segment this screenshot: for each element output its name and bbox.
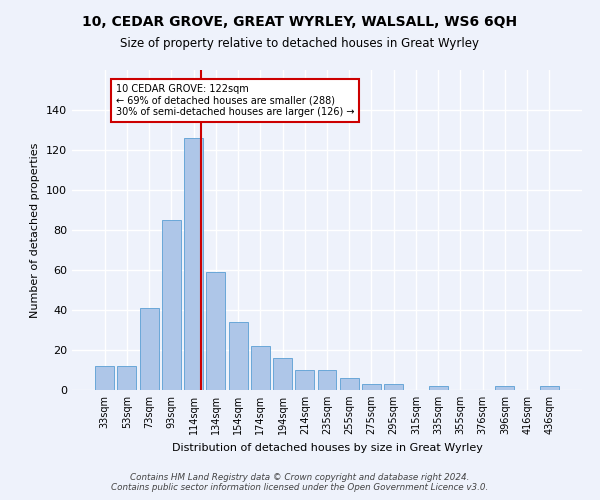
Bar bbox=[229, 322, 248, 390]
Bar bbox=[384, 384, 403, 390]
Bar bbox=[362, 384, 381, 390]
Bar bbox=[340, 378, 359, 390]
Bar bbox=[496, 386, 514, 390]
Bar bbox=[273, 358, 292, 390]
Bar bbox=[184, 138, 203, 390]
Bar bbox=[140, 308, 158, 390]
Bar bbox=[206, 272, 225, 390]
Bar bbox=[162, 220, 181, 390]
Bar bbox=[540, 386, 559, 390]
Bar bbox=[95, 366, 114, 390]
Text: Size of property relative to detached houses in Great Wyrley: Size of property relative to detached ho… bbox=[121, 38, 479, 51]
Bar bbox=[317, 370, 337, 390]
Bar bbox=[429, 386, 448, 390]
Y-axis label: Number of detached properties: Number of detached properties bbox=[31, 142, 40, 318]
Text: 10 CEDAR GROVE: 122sqm
← 69% of detached houses are smaller (288)
30% of semi-de: 10 CEDAR GROVE: 122sqm ← 69% of detached… bbox=[116, 84, 354, 117]
Text: Contains HM Land Registry data © Crown copyright and database right 2024.
Contai: Contains HM Land Registry data © Crown c… bbox=[112, 473, 488, 492]
Bar bbox=[251, 346, 270, 390]
X-axis label: Distribution of detached houses by size in Great Wyrley: Distribution of detached houses by size … bbox=[172, 442, 482, 452]
Text: 10, CEDAR GROVE, GREAT WYRLEY, WALSALL, WS6 6QH: 10, CEDAR GROVE, GREAT WYRLEY, WALSALL, … bbox=[82, 15, 518, 29]
Bar bbox=[295, 370, 314, 390]
Bar bbox=[118, 366, 136, 390]
